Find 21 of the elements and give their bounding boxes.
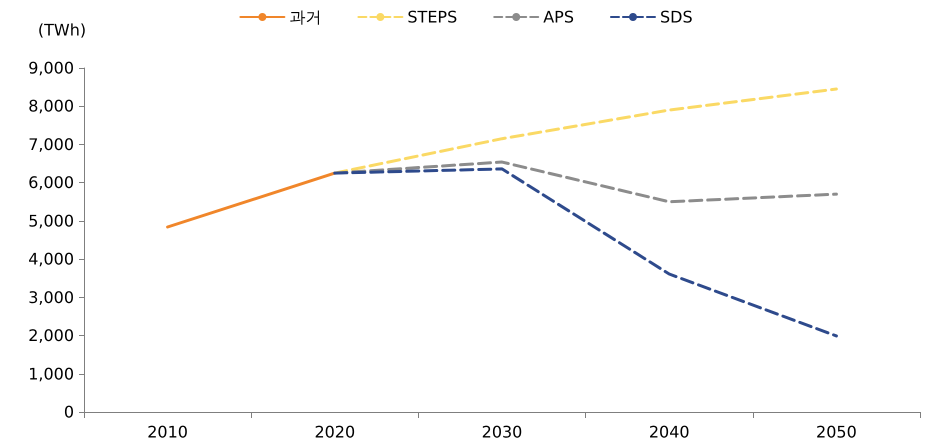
x-tick-label: 2050 [816, 422, 857, 442]
y-tick-label: 2,000 [28, 326, 74, 346]
x-tick-label: 2030 [482, 422, 522, 442]
legend-label: 과거 [289, 8, 322, 26]
y-tick-label: 5,000 [28, 211, 74, 230]
legend-label: APS [543, 8, 574, 26]
legend-label: STEPS [407, 8, 458, 26]
y-tick-label: 7,000 [28, 134, 74, 154]
y-tick-label: 6,000 [28, 173, 74, 192]
y-tick-label: 3,000 [28, 288, 74, 307]
y-axis-title: (TWh) [38, 20, 86, 40]
y-tick-label: 8,000 [28, 96, 74, 116]
y-tick-label: 9,000 [28, 58, 74, 78]
x-tick-label: 2020 [314, 422, 356, 442]
x-tick-label: 2010 [147, 422, 188, 442]
line-series [333, 167, 838, 338]
y-tick-label: 4,000 [28, 250, 74, 269]
y-tick-label: 0 [64, 402, 74, 422]
legend-label: SDS [660, 8, 693, 26]
x-tick-label: 2040 [648, 422, 690, 442]
y-tick-label: 1,000 [28, 364, 74, 384]
